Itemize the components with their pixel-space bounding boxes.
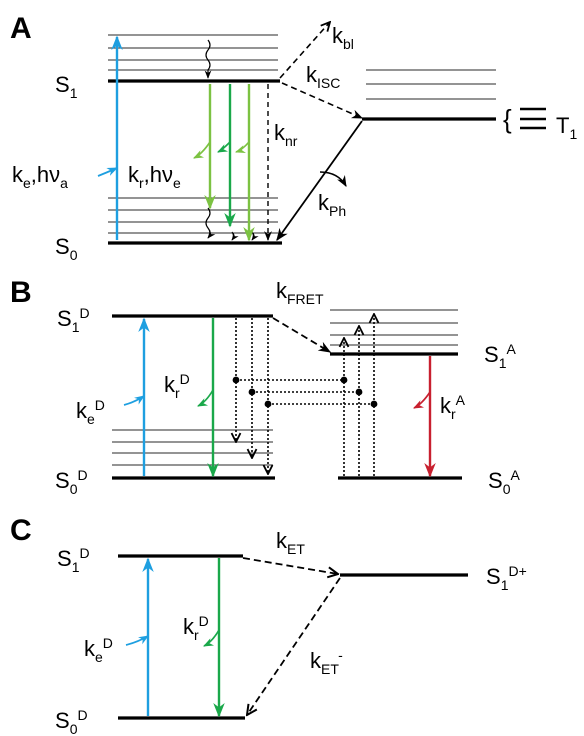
- kr-d-label-c: krD: [183, 613, 209, 643]
- donor-dotted-transitions: [236, 318, 374, 474]
- t1-label: T1: [556, 113, 577, 142]
- donor-emission-pointer-c: [203, 629, 220, 647]
- panel-c-label: C: [10, 514, 32, 547]
- donor-emission-pointer: [197, 389, 214, 407]
- kr-a-label: krA: [440, 392, 466, 422]
- k-isc-label: kISC: [306, 62, 340, 91]
- acceptor-emission-pointer: [413, 391, 431, 409]
- vibrational-relaxation-s0-wavy-2: [231, 231, 239, 241]
- isc-arrow: [281, 82, 364, 119]
- panel-a-label: A: [10, 12, 32, 45]
- k-bl-label: kbl: [332, 23, 354, 52]
- s1a-label: S1A: [484, 341, 516, 371]
- t1-brace: {: [503, 104, 512, 134]
- s0d-label-c: S0D: [55, 707, 88, 736]
- k-et-minus-label: kET-: [310, 647, 343, 677]
- s1d-plus-label: S1D+: [486, 563, 527, 593]
- donor-excitation-pointer-c: [125, 635, 149, 646]
- emission-pointer-3: [235, 141, 250, 153]
- panel-b: B: [10, 276, 520, 497]
- s1d-label-c: S1D: [57, 545, 90, 575]
- s1-vibrational-levels: [108, 34, 278, 71]
- excitation-rate-label: ke,hνa: [12, 162, 68, 191]
- k-ph-label: kPh: [318, 190, 346, 219]
- s0d-label-b: S0D: [55, 467, 88, 497]
- coupling-dots: [232, 376, 378, 408]
- phosphorescence-arrow: [276, 120, 363, 242]
- phosphorescence-pointer: [319, 171, 347, 187]
- s0d-vibrational-levels: [112, 429, 273, 466]
- emission-pointer-1: [193, 141, 211, 159]
- s0a-label: S0A: [488, 467, 520, 497]
- t1-vibrational-levels: [366, 69, 496, 100]
- k-fret-label: kFRET: [276, 278, 324, 307]
- fret-arrow: [272, 317, 332, 353]
- s1a-vibrational-levels: [330, 309, 458, 346]
- photobleaching-arrow: [279, 22, 330, 79]
- emission-rate-label: kr,hνe: [128, 162, 181, 191]
- s0-label: S0: [55, 234, 78, 263]
- ke-d-label-b: keD: [76, 397, 105, 427]
- back-electron-transfer-arrow: [247, 577, 341, 715]
- t1-sublevels: [520, 107, 546, 130]
- vibrational-relaxation-s0-wavy-3: [251, 231, 259, 241]
- s0-vibrational-levels: [108, 197, 278, 234]
- kr-d-label-b: krD: [164, 371, 190, 401]
- k-et-label: kET: [276, 528, 305, 557]
- ke-d-label-c: keD: [84, 635, 113, 665]
- emission-pointer-2: [217, 141, 231, 153]
- vibrational-relaxation-s1-wavy: [204, 39, 212, 79]
- panel-c: C S1D S0D S1D+ kET kET- keD krD: [10, 514, 527, 736]
- excitation-pointer: [97, 167, 118, 177]
- donor-excitation-pointer: [123, 395, 145, 406]
- panel-b-label: B: [10, 276, 32, 309]
- acceptor-dotted-transitions: [344, 314, 374, 476]
- vibrational-relaxation-s0-wavy-1: [205, 207, 216, 239]
- panel-a: A: [10, 12, 577, 263]
- s1d-label-b: S1D: [57, 305, 90, 335]
- electron-transfer-arrow: [242, 557, 338, 574]
- k-nr-label: knr: [274, 120, 298, 149]
- s1-label: S1: [55, 72, 78, 101]
